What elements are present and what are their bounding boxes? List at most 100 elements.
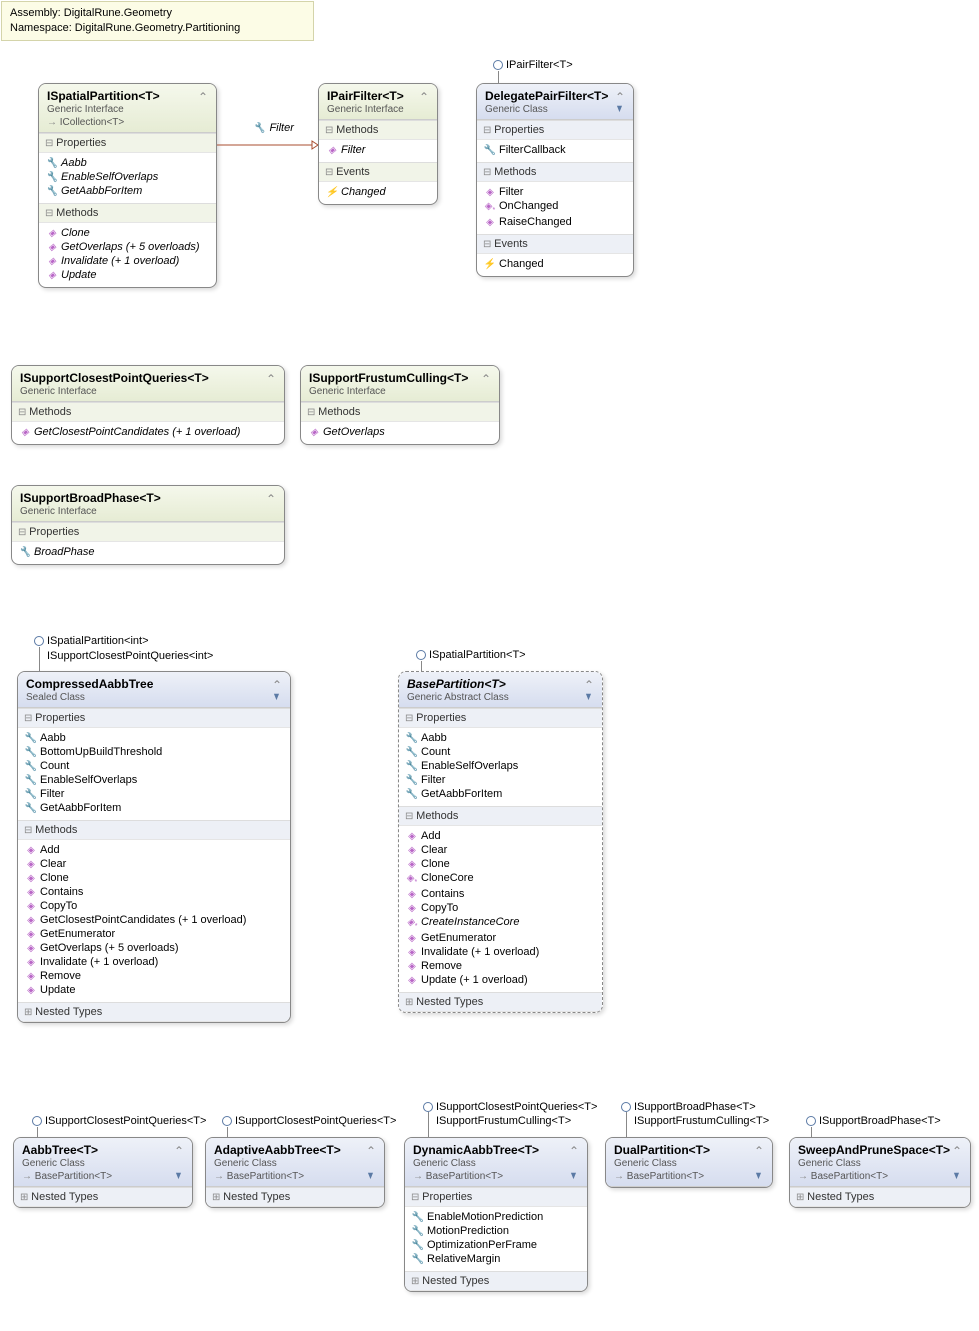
box-title: ISupportFrustumCulling<T> [309,371,491,385]
box-inherit: BasePartition<T> [214,1171,376,1182]
methods-header[interactable]: Methods [319,121,437,140]
filter-icon[interactable]: ▼ [754,1170,763,1182]
cube-icon: ◈ [24,873,38,884]
lollipop: ISupportClosestPointQueries<int> [34,650,213,662]
chevron-icon[interactable]: ⌃ [419,90,429,104]
methods-header[interactable]: Methods [12,403,284,422]
cube-icon: ◈ [405,975,419,986]
dynamicaabbtree-box[interactable]: DynamicAabbTree<T> Generic Class BasePar… [404,1137,588,1292]
box-subtitle: Generic Interface [47,104,208,115]
box-subtitle: Generic Class [22,1158,184,1169]
filter-icon[interactable]: ▼ [569,1170,578,1182]
lollipop: IPairFilter<T> [493,59,573,71]
box-title: DelegatePairFilter<T> [485,89,625,103]
dualpartition-box[interactable]: DualPartition<T> Generic Class BaseParti… [605,1137,773,1188]
properties-header[interactable]: Properties [399,709,602,728]
connector-line [217,140,318,150]
isupportfrustum-box[interactable]: ISupportFrustumCulling<T> Generic Interf… [300,365,500,445]
isupportbroad-box[interactable]: ISupportBroadPhase<T> Generic Interface … [11,485,285,565]
wrench-icon: 🔧 [405,733,419,744]
isupportclosest-box[interactable]: ISupportClosestPointQueries<T> Generic I… [11,365,285,445]
methods-header[interactable]: Methods [301,403,499,422]
cube-icon: ◈ [24,915,38,926]
properties-header[interactable]: Properties [405,1188,587,1207]
filter-icon[interactable]: ▼ [584,691,593,703]
methods-header[interactable]: Methods [39,204,216,223]
lollipop: ISupportBroadPhase<T> [806,1115,941,1127]
cube-icon: ◈ [405,933,419,944]
chevron-icon[interactable]: ⌃ [174,1144,184,1158]
nested-header[interactable]: Nested Types [405,1272,587,1291]
methods-header[interactable]: Methods [477,163,633,182]
chevron-icon[interactable]: ⌃ [266,492,276,506]
box-title: DualPartition<T> [614,1143,764,1157]
chevron-icon[interactable]: ⌃ [266,372,276,386]
methods-header[interactable]: Methods [18,821,290,840]
box-title: SweepAndPruneSpace<T> [798,1143,962,1157]
adaptiveaabbtree-box[interactable]: AdaptiveAabbTree<T> Generic Class BasePa… [205,1137,385,1208]
properties-header[interactable]: Properties [18,709,290,728]
properties-header[interactable]: Properties [39,134,216,153]
aabbtree-box[interactable]: AabbTree<T> Generic Class BasePartition<… [13,1137,193,1208]
chevron-icon[interactable]: ⌃ [952,1144,962,1158]
chevron-icon[interactable]: ⌃ [481,372,491,386]
sweepandprune-box[interactable]: SweepAndPruneSpace<T> Generic Class Base… [789,1137,971,1208]
nested-header[interactable]: Nested Types [206,1188,384,1207]
chevron-icon[interactable]: ⌃ [584,678,594,692]
box-title: DynamicAabbTree<T> [413,1143,579,1157]
chevron-icon[interactable]: ⌃ [272,678,282,692]
filter-icon[interactable]: ▼ [952,1170,961,1182]
wrench-icon: 🔧 [405,747,419,758]
box-inherit: BasePartition<T> [22,1171,184,1182]
box-subtitle: Generic Interface [327,104,429,115]
chevron-icon[interactable]: ⌃ [754,1144,764,1158]
cube-icon: ◈ [307,427,321,438]
cube-icon: ◈ [45,270,59,281]
cube-icon: ◈ [24,943,38,954]
nested-header[interactable]: Nested Types [14,1188,192,1207]
properties-header[interactable]: Properties [477,121,633,140]
box-inherit: ICollection<T> [47,117,208,128]
nested-header[interactable]: Nested Types [18,1003,290,1022]
events-header[interactable]: Events [477,235,633,254]
wrench-icon: 🔧 [24,803,38,814]
lollipop: ISupportFrustumCulling<T> [621,1115,769,1127]
wrench-icon: 🔧 [411,1226,425,1237]
cube-icon: ◈ [24,887,38,898]
methods-header[interactable]: Methods [399,807,602,826]
wrench-icon: 🔧 [18,547,32,558]
chevron-icon[interactable]: ⌃ [366,1144,376,1158]
nested-header[interactable]: Nested Types [399,993,602,1012]
box-title: AabbTree<T> [22,1143,184,1157]
filter-icon[interactable]: ▼ [366,1170,375,1182]
cube-icon: ◈ [24,957,38,968]
lollipop: ISupportClosestPointQueries<T> [222,1115,396,1127]
properties-header[interactable]: Properties [12,523,284,542]
box-title: CompressedAabbTree [26,677,282,691]
cube-icon: ◈ [405,831,419,842]
connector-label: Filter [253,122,294,134]
chevron-icon[interactable]: ⌃ [615,90,625,104]
cube-icon: ◈ [405,947,419,958]
delegatepairfilter-box[interactable]: DelegatePairFilter<T> Generic Class ⌃ ▼ … [476,83,634,277]
events-header[interactable]: Events [319,163,437,182]
basepartition-box[interactable]: BasePartition<T> Generic Abstract Class … [398,671,603,1013]
lightning-icon: ⚡ [483,259,497,270]
cube-icon: ◈ [405,903,419,914]
cube-icon: ◈ [24,985,38,996]
chevron-icon[interactable]: ⌃ [569,1144,579,1158]
box-subtitle: Sealed Class [26,692,282,703]
wrench-icon: 🔧 [405,789,419,800]
wrench-icon: 🔧 [24,761,38,772]
filter-icon[interactable]: ▼ [615,103,624,115]
ipairfilter-box[interactable]: IPairFilter<T> Generic Interface ⌃ Metho… [318,83,438,205]
nested-header[interactable]: Nested Types [790,1188,970,1207]
box-subtitle: Generic Class [413,1158,579,1169]
filter-icon[interactable]: ▼ [272,691,281,703]
chevron-icon[interactable]: ⌃ [198,90,208,104]
ispatialpartition-box[interactable]: ISpatialPartition<T> Generic Interface I… [38,83,217,288]
box-subtitle: Generic Class [485,104,625,115]
wrench-icon: 🔧 [411,1254,425,1265]
compressedaabbtree-box[interactable]: CompressedAabbTree Sealed Class ⌃ ▼ Prop… [17,671,291,1023]
filter-icon[interactable]: ▼ [174,1170,183,1182]
